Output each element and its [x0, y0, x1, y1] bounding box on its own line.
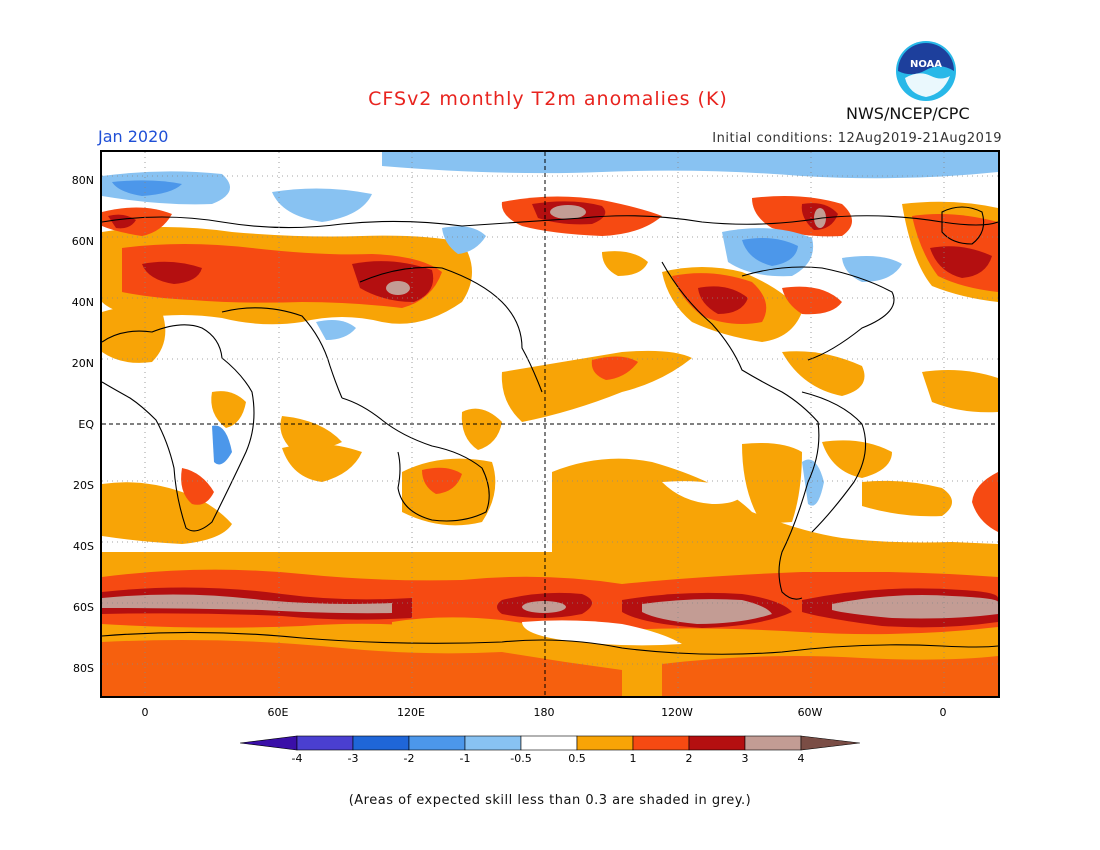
chart-title: CFSv2 monthly T2m anomalies (K): [368, 88, 728, 110]
australia-coastline: [341, 397, 490, 522]
lon-label-60w: 60W: [797, 706, 823, 719]
greenland-coastline: [941, 206, 985, 245]
lat-label-20s: 20S: [73, 479, 94, 492]
legend-swatch: [688, 735, 746, 751]
anomaly-map: [100, 150, 1000, 698]
legend-swatch: [296, 735, 354, 751]
lon-label-120w: 120W: [661, 706, 693, 719]
noaa-logo-text: NOAA: [910, 59, 942, 70]
legend-swatch: [464, 735, 522, 751]
legend-label-neg3: -3: [347, 752, 359, 765]
lat-label-40s: 40S: [73, 540, 94, 553]
lat-label-60n: 60N: [71, 235, 94, 248]
antarctica-coastline: [102, 631, 998, 655]
legend-label-neg4: -4: [291, 752, 303, 765]
legend-swatch: [632, 735, 690, 751]
tropical-anomalies: [102, 307, 998, 428]
anomaly-map-canvas: [102, 152, 998, 696]
south-asia-coastline: [221, 307, 343, 399]
arctic-coastline: [102, 215, 998, 229]
southern-ocean-warm-belt: [102, 552, 998, 696]
legend-colorbar: [240, 735, 860, 751]
lat-label-60s: 60S: [73, 601, 94, 614]
legend-label-2: 2: [685, 752, 693, 765]
legend-label-neg2: -2: [403, 752, 415, 765]
legend-swatch: [520, 735, 578, 751]
east-asia-coastline: [359, 266, 543, 393]
legend-swatch: [744, 735, 802, 751]
lon-label-0-east: 0: [939, 706, 947, 719]
legend-arrow-right: [800, 735, 860, 751]
southern-subtropics: [102, 408, 998, 572]
valid-month-label: Jan 2020: [98, 127, 169, 146]
coastlines: [102, 206, 998, 655]
lat-label-20n: 20N: [71, 357, 94, 370]
legend-swatch: [352, 735, 410, 751]
legend-swatch: [408, 735, 466, 751]
legend-label-3: 3: [741, 752, 749, 765]
lat-label-80n: 80N: [71, 174, 94, 187]
skill-footnote: (Areas of expected skill less than 0.3 a…: [348, 793, 752, 808]
lat-label-eq: EQ: [78, 418, 94, 431]
legend-label-1: 1: [629, 752, 637, 765]
graticule: [102, 152, 998, 696]
legend-label-neg0-5: -0.5: [510, 752, 532, 765]
north-america-east-coastline: [741, 266, 895, 361]
americas-west-coastline: [661, 261, 820, 600]
africa-coastline: [102, 324, 255, 532]
legend-label-4: 4: [797, 752, 805, 765]
initial-conditions-label: Initial conditions: 12Aug2019-21Aug2019: [712, 131, 1002, 146]
lon-label-180: 180: [533, 706, 555, 719]
south-america-east-coastline: [801, 391, 867, 533]
legend-label-0-5: 0.5: [568, 752, 586, 765]
agency-label: NWS/NCEP/CPC: [846, 104, 970, 123]
legend-swatch: [576, 735, 634, 751]
legend-label-neg1: -1: [459, 752, 471, 765]
legend-arrow-left: [240, 735, 298, 751]
lat-label-80s: 80S: [73, 662, 94, 675]
lon-label-60e: 60E: [267, 706, 289, 719]
northern-warm-anomalies: [102, 196, 998, 342]
reference-lines: [102, 152, 998, 696]
lat-label-40n: 40N: [71, 296, 94, 309]
lon-label-120e: 120E: [397, 706, 425, 719]
lon-label-0-west: 0: [141, 706, 149, 719]
noaa-logo-icon: NOAA: [896, 41, 956, 101]
cool-anomalies: [102, 152, 998, 506]
